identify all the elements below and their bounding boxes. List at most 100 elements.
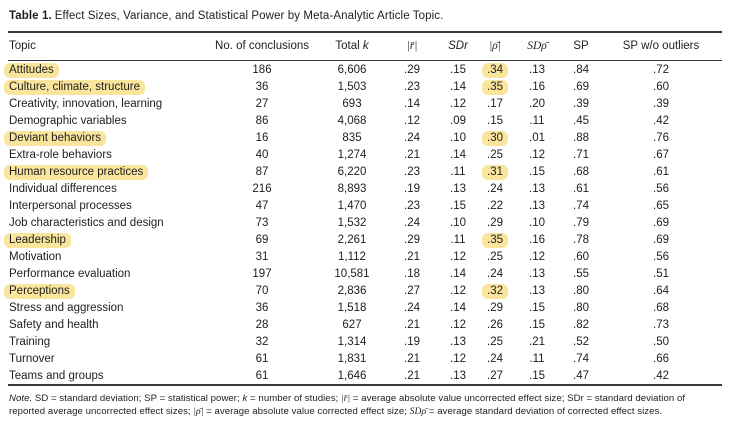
- sp-wo-cell: .51: [653, 267, 669, 280]
- sdr-cell: .11: [450, 233, 466, 246]
- sdr-cell: .14: [450, 301, 466, 314]
- header-topic: Topic: [9, 40, 36, 52]
- table-row: Turnover 61 1,831 .21 .12 .24 .11 .74 .6…: [8, 350, 722, 367]
- header-rule: [8, 59, 722, 61]
- sdr-cell: .09: [450, 114, 466, 127]
- sd-rho-cell: .15: [529, 165, 545, 178]
- conclusions-cell: 186: [252, 63, 272, 76]
- conclusions-cell: 28: [255, 318, 269, 331]
- conclusions-cell: 61: [255, 369, 269, 382]
- note-abs-r-symbol: |r̄|: [340, 392, 351, 404]
- sp-wo-cell: .60: [653, 80, 669, 93]
- topic-cell: Attitudes: [4, 62, 59, 78]
- topic-cell: Leadership: [4, 232, 71, 248]
- sp-cell: .74: [573, 352, 589, 365]
- r-cell: .27: [404, 284, 420, 297]
- sp-cell: .84: [573, 63, 589, 76]
- table-title: Table 1. Effect Sizes, Variance, and Stat…: [8, 7, 722, 31]
- rho-cell: .24: [487, 352, 503, 365]
- r-cell: .21: [404, 369, 420, 382]
- total-k-cell: 1,314: [337, 335, 367, 348]
- sp-wo-cell: .42: [653, 369, 669, 382]
- r-cell: .29: [404, 63, 420, 76]
- conclusions-cell: 73: [255, 216, 269, 229]
- sp-cell: .88: [573, 131, 589, 144]
- sp-cell: .47: [573, 369, 589, 382]
- header-no-of-conclusions: No. of conclusions: [215, 40, 309, 52]
- sp-cell: .78: [573, 233, 589, 246]
- rho-cell: .35: [482, 232, 508, 248]
- topic-cell: Interpersonal processes: [9, 199, 132, 212]
- sdr-cell: .13: [450, 335, 466, 348]
- sp-cell: .79: [573, 216, 589, 229]
- conclusions-cell: 69: [255, 233, 269, 246]
- total-k-cell: 693: [342, 97, 362, 110]
- topic-cell: Deviant behaviors: [4, 130, 107, 146]
- rho-cell: .25: [487, 335, 503, 348]
- conclusions-cell: 40: [255, 148, 269, 161]
- sd-rho-cell: .10: [529, 216, 545, 229]
- r-cell: .21: [404, 250, 420, 263]
- note-text: = average standard deviation of correcte…: [426, 405, 663, 417]
- rho-cell: .32: [482, 283, 508, 299]
- table-caption: Effect Sizes, Variance, and Statistical …: [54, 10, 444, 22]
- topic-cell: Safety and health: [9, 318, 99, 331]
- sd-rho-cell: .11: [529, 352, 545, 365]
- sd-rho-cell: .11: [529, 114, 545, 127]
- rho-cell: .24: [487, 182, 503, 195]
- table-row: Creativity, innovation, learning 27 693 …: [8, 95, 722, 112]
- topic-cell: Teams and groups: [9, 369, 104, 382]
- total-k-cell: 1,274: [337, 148, 367, 161]
- rho-cell: .31: [482, 164, 508, 180]
- sd-rho-cell: .21: [529, 335, 545, 348]
- note-text: = number of studies;: [247, 392, 341, 404]
- r-cell: .19: [404, 335, 420, 348]
- header-sdr: SDr: [448, 40, 468, 52]
- table-row: Extra-role behaviors 40 1,274 .21 .14 .2…: [8, 146, 722, 163]
- note-text: SD = standard deviation; SP = statistica…: [32, 392, 243, 404]
- r-cell: .24: [404, 301, 420, 314]
- table-row: Interpersonal processes 47 1,470 .23 .15…: [8, 197, 722, 214]
- conclusions-cell: 87: [255, 165, 269, 178]
- topic-cell: Culture, climate, structure: [4, 79, 146, 95]
- sp-cell: .68: [573, 165, 589, 178]
- r-cell: .23: [404, 199, 420, 212]
- conclusions-cell: 70: [255, 284, 269, 297]
- rho-cell: .29: [487, 301, 503, 314]
- total-k-cell: 1,112: [338, 250, 366, 263]
- total-k-cell: 10,581: [334, 267, 370, 280]
- conclusions-cell: 47: [255, 199, 269, 212]
- rho-cell: .25: [487, 148, 503, 161]
- sd-rho-cell: .15: [529, 369, 545, 382]
- sdr-cell: .12: [450, 250, 466, 263]
- sdr-cell: .15: [450, 63, 466, 76]
- r-cell: .19: [404, 182, 420, 195]
- rho-cell: .29: [487, 216, 503, 229]
- topic-cell: Stress and aggression: [9, 301, 124, 314]
- sd-rho-cell: .15: [529, 301, 545, 314]
- table-number: Table 1.: [9, 10, 52, 22]
- sd-rho-cell: .12: [529, 148, 545, 161]
- sp-wo-cell: .76: [653, 131, 669, 144]
- sp-cell: .80: [573, 284, 589, 297]
- sp-wo-cell: .73: [653, 318, 669, 331]
- conclusions-cell: 27: [255, 97, 269, 110]
- total-k-cell: 1,503: [337, 80, 367, 93]
- sp-cell: .69: [573, 80, 589, 93]
- table: Topic No. of conclusions Total k |r̄| SD…: [4, 31, 722, 386]
- sp-cell: .82: [573, 318, 589, 331]
- note-text: = average absolute value corrected effec…: [203, 405, 410, 417]
- topic-cell: Individual differences: [9, 182, 117, 195]
- r-cell: .21: [404, 352, 420, 365]
- r-cell: .21: [404, 318, 420, 331]
- sd-rho-cell: .15: [529, 318, 545, 331]
- sp-wo-cell: .65: [653, 199, 669, 212]
- sdr-cell: .14: [450, 80, 466, 93]
- sdr-cell: .13: [450, 182, 466, 195]
- rho-cell: .35: [482, 79, 508, 95]
- header-sd-rho: SDρ̄: [527, 40, 547, 52]
- rho-cell: .34: [482, 62, 508, 78]
- sdr-cell: .14: [450, 267, 466, 280]
- sp-wo-cell: .66: [653, 352, 669, 365]
- table-header-row: Topic No. of conclusions Total k |r̄| SD…: [8, 33, 722, 60]
